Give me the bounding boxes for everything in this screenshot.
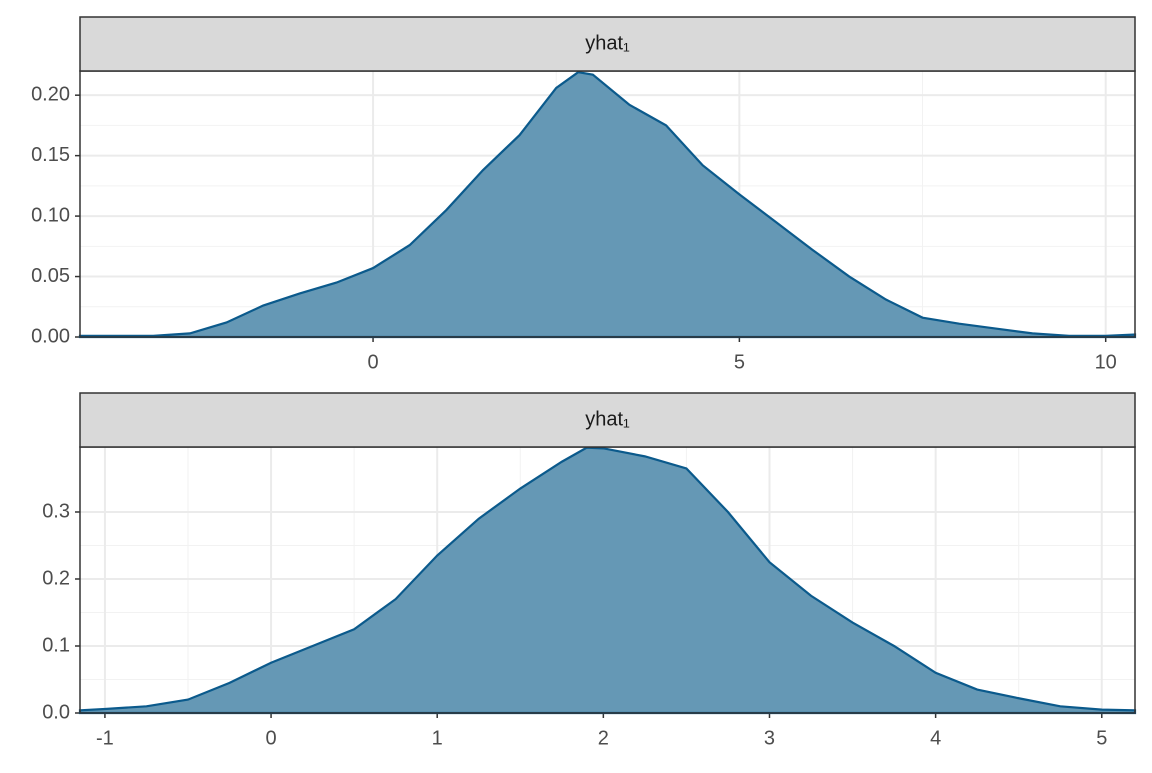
y-tick-label: 0.05 bbox=[31, 265, 70, 287]
x-tick-label: -1 bbox=[96, 727, 114, 749]
x-tick-label: 0 bbox=[266, 727, 277, 749]
density-area bbox=[78, 71, 1137, 339]
x-tick-label: 2 bbox=[598, 727, 609, 749]
density-area bbox=[78, 446, 1137, 715]
y-tick-label: 0.15 bbox=[31, 144, 70, 166]
y-tick-label: 0.3 bbox=[42, 500, 70, 522]
y-tick-label: 0.10 bbox=[31, 204, 70, 226]
x-tick-label: 3 bbox=[764, 727, 775, 749]
y-tick-label: 0.20 bbox=[31, 83, 70, 105]
y-tick-label: 0.0 bbox=[42, 701, 70, 723]
y-tick-label: 0.2 bbox=[42, 567, 70, 589]
strip-title: yhat₁ bbox=[585, 408, 630, 430]
strip-title: yhat₁ bbox=[585, 32, 630, 54]
y-tick-label: 0.1 bbox=[42, 634, 70, 656]
x-tick-label: 4 bbox=[930, 727, 941, 749]
y-tick-label: 0.00 bbox=[31, 325, 70, 347]
x-tick-label: 5 bbox=[1096, 727, 1107, 749]
x-tick-label: 1 bbox=[432, 727, 443, 749]
strip bbox=[79, 392, 1136, 448]
x-tick-label: 10 bbox=[1095, 351, 1117, 373]
x-tick-label: 0 bbox=[367, 351, 378, 373]
strip bbox=[79, 16, 1136, 72]
x-tick-label: 5 bbox=[734, 351, 745, 373]
